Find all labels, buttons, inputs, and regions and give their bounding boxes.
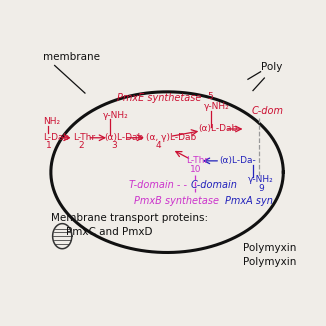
Text: PmxC and PmxD: PmxC and PmxD	[66, 227, 153, 237]
Text: γ-NH₂: γ-NH₂	[204, 102, 230, 111]
Text: 9: 9	[258, 184, 264, 193]
Text: L-Thr: L-Thr	[74, 133, 96, 141]
Text: Membrane transport proteins:: Membrane transport proteins:	[51, 213, 208, 223]
Text: PmxB synthetase: PmxB synthetase	[134, 196, 219, 205]
Text: 3: 3	[111, 141, 117, 150]
Text: γ-NH₂: γ-NH₂	[248, 175, 274, 184]
Text: γ-NH₂: γ-NH₂	[103, 111, 129, 120]
Text: PmxE synthetase: PmxE synthetase	[117, 93, 201, 103]
Text: Poly: Poly	[260, 63, 282, 72]
Text: 2: 2	[78, 141, 84, 150]
Text: Polymyxin: Polymyxin	[243, 243, 296, 253]
Text: C-dom: C-dom	[252, 106, 284, 116]
Text: L-Dab: L-Dab	[43, 133, 69, 141]
Text: C-domain: C-domain	[191, 181, 238, 190]
Text: T-domain - -: T-domain - -	[129, 181, 187, 190]
Text: (α, γ)L-Dab: (α, γ)L-Dab	[146, 133, 196, 141]
Text: PmxA syn: PmxA syn	[225, 196, 273, 205]
Text: (α)L-Dab: (α)L-Dab	[199, 124, 238, 133]
Text: 10: 10	[190, 165, 201, 174]
Text: 4: 4	[156, 141, 161, 150]
Text: Polymyxin: Polymyxin	[243, 257, 296, 267]
Text: L-Thr: L-Thr	[186, 156, 208, 165]
Text: (α)L-Dab: (α)L-Dab	[104, 133, 144, 141]
Text: NH₂: NH₂	[43, 117, 60, 126]
Text: (α)L-Da‑: (α)L-Da‑	[219, 156, 256, 165]
Text: membrane: membrane	[43, 52, 100, 63]
Text: 5: 5	[208, 92, 213, 101]
Text: 1: 1	[46, 141, 52, 150]
